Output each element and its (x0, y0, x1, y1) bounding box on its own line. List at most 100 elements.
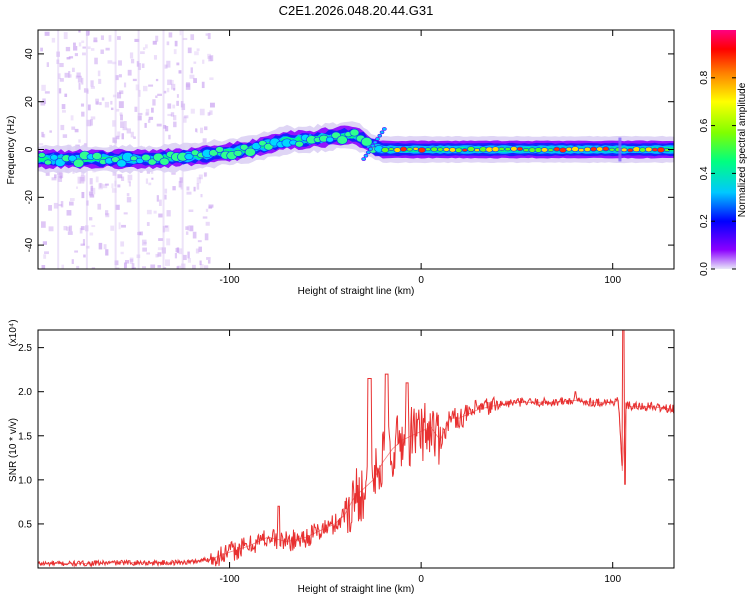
noise-speckle (90, 119, 93, 126)
noise-speckle (62, 134, 68, 138)
noise-speckle (172, 186, 176, 191)
noise-speckle (146, 252, 151, 255)
noise-speckle (82, 46, 86, 49)
noise-speckle (141, 239, 147, 246)
noise-speckle (71, 259, 74, 264)
spectral-peak (361, 157, 366, 161)
noise-speckle (133, 136, 136, 139)
spectral-peak (430, 146, 438, 152)
noise-speckle (97, 203, 102, 210)
spectral-peak (448, 147, 457, 153)
noise-speckle (120, 251, 124, 255)
spectrogram-y-ticks: -40 -20 0 20 40 (24, 48, 674, 252)
noise-speckle (66, 226, 71, 231)
spectrogram-x-axis-label: Height of straight line (km) (298, 286, 415, 297)
noise-speckle (95, 176, 99, 183)
noise-speckle (100, 35, 104, 40)
noise-speckle (123, 262, 127, 269)
noise-speckle (176, 62, 180, 66)
noise-speckle (155, 253, 159, 258)
noise-speckle (81, 191, 85, 199)
noise-speckle (179, 177, 184, 183)
noise-speckle (165, 125, 169, 132)
noise-speckle (89, 232, 94, 236)
snr-x-ticks: -100 0 100 (220, 330, 621, 585)
noise-speckle (58, 88, 62, 94)
spectral-peak (388, 147, 395, 151)
noise-speckle (207, 259, 211, 264)
spectral-peak (437, 147, 444, 152)
noise-speckle (77, 176, 81, 184)
noise-speckle (167, 103, 172, 109)
noise-speckle (166, 87, 170, 93)
noise-speckle (41, 265, 46, 269)
noise-speckle (90, 116, 96, 120)
spectral-peak (215, 146, 224, 153)
spectral-peak (528, 147, 536, 153)
noise-speckle (112, 120, 116, 127)
noise-speckle (186, 186, 190, 191)
snr-line (38, 330, 674, 568)
noise-speckle (155, 78, 159, 82)
spectral-peak (578, 148, 585, 153)
noise-speckle (196, 177, 202, 184)
noise-speckle (145, 44, 148, 49)
noise-speckle (74, 250, 79, 253)
noise-speckle (40, 47, 43, 52)
noise-speckle (120, 121, 125, 128)
noise-speckle (178, 70, 182, 74)
noise-speckle (105, 47, 110, 51)
spectral-peak (258, 140, 267, 147)
spectral-peak (368, 147, 373, 151)
noise-speckle (155, 35, 159, 42)
noise-speckle (115, 135, 120, 140)
spectral-peak (38, 152, 46, 158)
noise-speckle (178, 181, 182, 188)
noise-speckle (134, 38, 140, 42)
noise-speckle (105, 210, 109, 216)
spectral-peak (523, 147, 530, 153)
noise-speckle (105, 183, 109, 186)
noise-speckle (86, 119, 92, 127)
noise-speckle (110, 100, 113, 105)
noise-speckle (59, 62, 64, 68)
spectral-peak (349, 128, 360, 137)
noise-speckle (192, 264, 196, 269)
noise-speckle (101, 97, 105, 101)
noise-speckle (42, 241, 47, 245)
spectral-peak (412, 146, 419, 151)
noise-speckle (126, 197, 132, 203)
spectral-peak (510, 146, 518, 152)
noise-speckle (166, 60, 171, 68)
noise-speckle (207, 53, 211, 59)
spectral-peak (638, 147, 647, 153)
noise-speckle (148, 182, 152, 186)
spectral-peak (454, 147, 463, 153)
noise-speckle (152, 99, 156, 106)
spectral-peak (620, 147, 628, 153)
noise-speckle (163, 267, 167, 269)
noise-speckle (199, 260, 202, 266)
noise-speckle (151, 107, 154, 113)
noise-speckle (143, 241, 147, 244)
snr-panel: -100 0 100 0.5 1.0 1.5 2.0 2.5 Height of strai… (8, 319, 675, 595)
colorbar-gradient (711, 30, 736, 269)
noise-speckle (204, 126, 208, 131)
noise-speckle (111, 183, 114, 189)
noise-speckle (86, 245, 90, 249)
noise-speckle (209, 55, 214, 62)
y-tick-label: 1.5 (18, 431, 32, 442)
noise-speckle (189, 74, 195, 79)
noise-speckle (73, 45, 78, 51)
noise-speckle (41, 84, 46, 91)
noise-speckle (145, 108, 150, 116)
noise-speckle (195, 128, 198, 133)
noise-speckle (208, 206, 213, 209)
spectral-peak (68, 154, 77, 162)
noise-speckle (121, 176, 125, 181)
noise-speckle (110, 225, 115, 231)
noise-speckle (170, 79, 174, 85)
spectrogram-y-axis-label: Frequency (Hz) (6, 116, 17, 185)
noise-speckle (94, 57, 98, 65)
